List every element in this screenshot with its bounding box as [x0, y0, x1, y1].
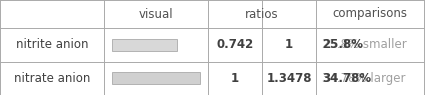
- Text: 25.8%: 25.8%: [322, 38, 363, 51]
- Text: 1: 1: [231, 72, 239, 85]
- Text: nitrate anion: nitrate anion: [14, 72, 90, 85]
- Text: visual: visual: [139, 8, 173, 21]
- Text: nitrite anion: nitrite anion: [15, 38, 88, 51]
- Text: 1: 1: [285, 38, 293, 51]
- Text: comparisons: comparisons: [333, 8, 408, 21]
- Text: 25.8% smaller: 25.8% smaller: [322, 38, 407, 51]
- Text: ratios: ratios: [245, 8, 279, 21]
- Text: 34.78% larger: 34.78% larger: [322, 72, 406, 85]
- Text: 34.78%: 34.78%: [322, 72, 372, 85]
- Text: 0.742: 0.742: [216, 38, 254, 51]
- Bar: [112, 72, 199, 84]
- Text: 1.3478: 1.3478: [266, 72, 312, 85]
- Bar: [112, 39, 177, 51]
